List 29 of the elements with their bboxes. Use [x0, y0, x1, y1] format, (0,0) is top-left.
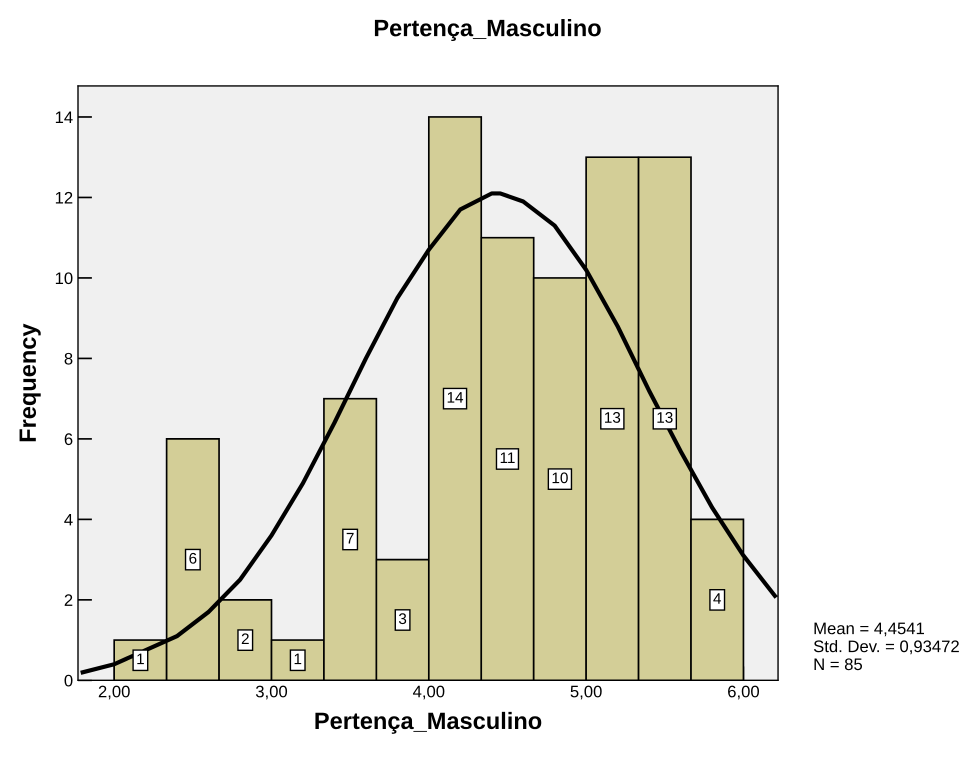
- text: Mean = 4,4541 Std. Dev. = 0,93472 N = 85: [814, 622, 959, 670]
- x-tick-label: 6,00: [728, 686, 760, 700]
- data-label: 2: [242, 633, 249, 644]
- y-tick-label: 4: [64, 514, 73, 526]
- data-label: 1: [137, 654, 144, 664]
- y-tick-label: 6: [64, 433, 72, 446]
- y-tick-label: 10: [56, 272, 72, 284]
- data-label: 14: [448, 392, 464, 403]
- data-label: 3: [398, 613, 406, 624]
- data-label: 6: [189, 552, 196, 564]
- x-axis-title: Pertença_Masculino: [315, 712, 542, 734]
- x-tick-label: 5,00: [570, 686, 602, 700]
- x-tick-label: 4,00: [412, 686, 444, 700]
- x-tick-label: 2,00: [98, 686, 130, 700]
- y-axis-title: Frequency: [20, 324, 41, 442]
- data-label: 7: [346, 532, 354, 544]
- data-label: 13: [657, 412, 673, 423]
- data-label: 1: [294, 654, 302, 664]
- y-tick-label: 12: [56, 192, 72, 204]
- chart-title: Pertença_Masculino: [374, 19, 601, 42]
- y-tick-label: 8: [64, 352, 72, 365]
- y-tick-label: 0: [64, 674, 72, 687]
- data-label: 4: [713, 593, 722, 604]
- y-tick-label: 2: [64, 594, 72, 606]
- x-tick-label: 3,00: [256, 686, 288, 700]
- data-label: 13: [605, 412, 620, 423]
- data-label: 10: [552, 472, 568, 484]
- data-label: 11: [500, 452, 515, 463]
- y-tick-label: 14: [56, 112, 73, 124]
